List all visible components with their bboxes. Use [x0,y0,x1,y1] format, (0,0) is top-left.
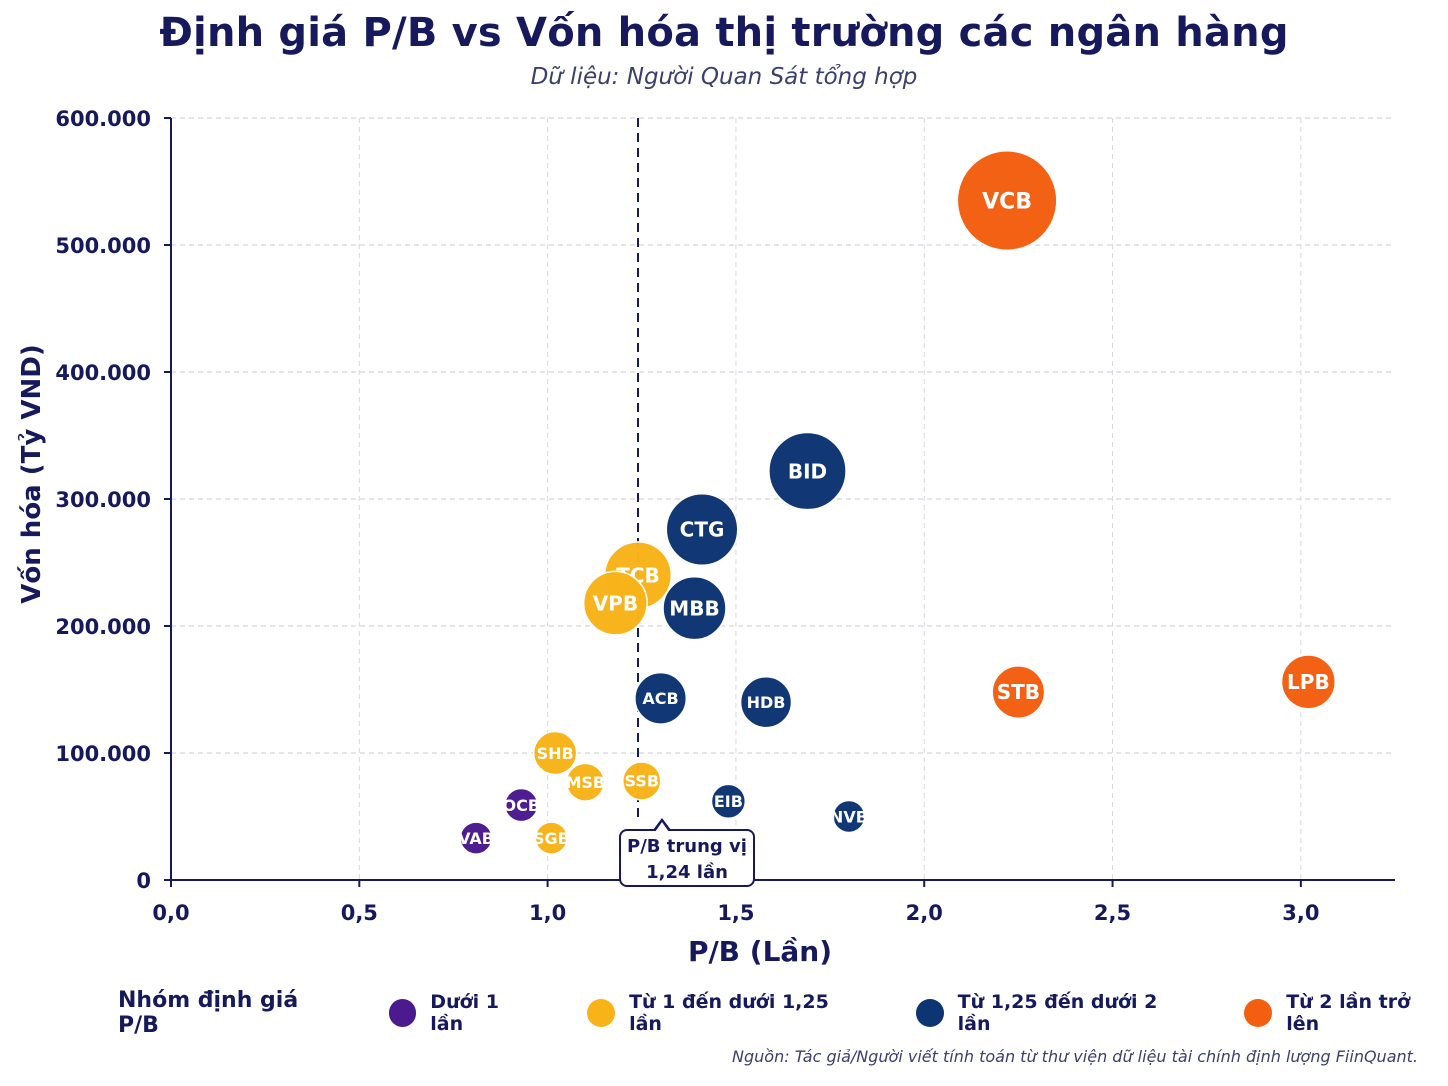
point-label: VAB [458,829,494,848]
point-label: ACB [642,689,678,708]
y-tick-label: 200.000 [55,615,151,639]
legend-item-g2: Từ 1 đến dưới 1,25 lần [587,991,866,1035]
point-shb: SHB [532,730,578,776]
legend-dot-g4 [1244,999,1273,1027]
y-tick-label: 100.000 [55,742,151,766]
y-tick-label: 600.000 [55,107,151,131]
point-label: STB [997,680,1040,704]
point-hdb: HDB [739,676,793,729]
point-bubble [565,762,605,802]
point-label: NVB [830,807,868,826]
median-label-line1: P/B trung vị [627,836,747,857]
point-bubble [534,821,569,855]
point-eib: EIB [710,783,747,819]
x-tick-label: 2,0 [906,901,943,925]
legend-dot-g1 [388,999,417,1027]
point-nvb: NVB [830,799,868,834]
y-tick-label: 0 [136,869,151,893]
median-label-line2: 1,24 lần [646,862,728,883]
point-bubble [956,150,1058,252]
point-bubble [1280,654,1336,710]
point-label: BID [788,459,827,483]
point-label: CTG [680,518,725,542]
point-label: HDB [747,693,786,712]
legend-label-g1: Dưới 1 lần [430,991,499,1035]
point-lpb: LPB [1280,654,1336,710]
point-mbb: MBB [662,576,727,641]
point-stb: STB [991,665,1046,719]
point-bubble [662,576,727,641]
y-tick-label: 400.000 [55,361,151,385]
y-axis-label: Vốn hóa (Tỷ VND) [16,344,47,603]
point-bubble [582,570,648,636]
y-tick-label: 500.000 [55,234,151,258]
source-note: Nguồn: Tác giả/Người viết tính toán từ t… [732,1047,1418,1066]
point-bubble [634,671,688,725]
point-label: SHB [537,744,574,763]
legend-dot-g2 [587,999,616,1027]
legend-item-g4: Từ 2 lần trở lên [1244,991,1448,1035]
point-msb: MSB [565,762,605,802]
median-annotation: P/B trung vị 1,24 lần [619,818,755,887]
point-vcb: VCB [956,150,1058,252]
point-vpb: VPB [582,570,648,636]
legend: Nhóm định giá P/B Dưới 1 lần Từ 1 đến dư… [118,988,1448,1038]
point-label: MBB [669,596,719,620]
legend-label-g2: Từ 1 đến dưới 1,25 lần [629,991,829,1035]
x-tick-label: 2,5 [1094,901,1131,925]
point-ssb: SSB [622,761,662,801]
point-label: OCB [502,796,540,815]
point-label: SSB [625,772,660,791]
point-bubble [532,730,578,776]
point-acb: ACB [634,671,688,725]
point-label: EIB [714,792,743,811]
point-bubble [739,676,793,729]
grid-lines [171,117,1395,880]
legend-item-g3: Từ 1,25 đến dưới 2 lần [915,991,1195,1035]
y-tick-label: 300.000 [55,488,151,512]
x-tick-label: 1,0 [529,901,566,925]
point-bubble [665,493,739,566]
legend-title: Nhóm định giá P/B [118,988,299,1038]
legend-item-g1: Dưới 1 lần [388,991,538,1035]
point-label: LPB [1287,670,1330,694]
point-ocb: OCB [502,787,540,823]
point-bubble [991,665,1046,719]
x-tick-label: 0,5 [341,901,378,925]
x-tick-label: 3,0 [1282,901,1319,925]
tick-labels: 0 100.000 200.000 300.000 400.000 500.000 600.… [55,107,1319,925]
point-bubble [503,787,539,823]
chart-subtitle: Dữ liệu: Người Quan Sát tổng hợp [530,64,918,90]
point-bubble [622,761,662,801]
point-label: SGB [533,829,570,848]
point-label: VPB [593,591,638,615]
point-bid: BID [768,431,847,511]
x-tick-label: 0,0 [152,901,189,925]
point-label: MSB [565,773,605,792]
point-bubble [832,799,866,834]
legend-label-g4: Từ 2 lần trở lên [1286,991,1411,1035]
point-bubble [710,783,747,819]
point-label: VCB [982,189,1032,214]
chart-title: Định giá P/B vs Vốn hóa thị trường các n… [159,10,1289,56]
x-tick-label: 1,5 [717,901,754,925]
point-sgb: SGB [533,821,570,855]
x-axis-label: P/B (Lần) [688,935,832,968]
point-vab: VAB [458,821,494,855]
legend-dot-g3 [915,999,944,1027]
point-bubble [459,821,493,855]
point-bubble [768,431,847,511]
legend-label-g3: Từ 1,25 đến dưới 2 lần [957,991,1158,1035]
point-ctg: CTG [665,493,739,566]
